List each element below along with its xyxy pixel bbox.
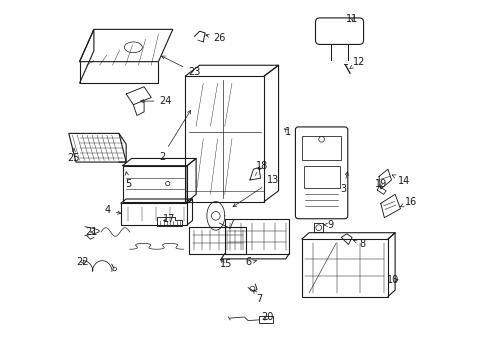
FancyBboxPatch shape — [315, 18, 363, 44]
Text: 23: 23 — [161, 56, 200, 77]
Bar — [188, 226, 246, 253]
Text: 6: 6 — [244, 257, 256, 267]
Text: 21: 21 — [84, 227, 97, 237]
Text: 9: 9 — [324, 220, 333, 230]
Text: 10: 10 — [386, 275, 399, 285]
Text: 12: 12 — [349, 57, 365, 68]
Bar — [301, 136, 341, 160]
Text: 5: 5 — [124, 172, 131, 189]
Bar — [301, 239, 387, 297]
Text: 11: 11 — [345, 14, 358, 24]
Bar — [224, 220, 289, 253]
Text: 18: 18 — [255, 161, 267, 171]
Bar — [122, 166, 187, 202]
Text: 16: 16 — [399, 197, 417, 207]
Text: 7: 7 — [253, 290, 262, 304]
Text: 22: 22 — [76, 257, 88, 267]
Text: 1: 1 — [284, 127, 290, 136]
Text: 15: 15 — [220, 259, 232, 269]
Text: 20: 20 — [261, 312, 273, 322]
Bar — [303, 166, 339, 188]
Text: 19: 19 — [374, 179, 386, 189]
Polygon shape — [69, 134, 126, 162]
Text: 3: 3 — [339, 172, 347, 194]
Text: 2: 2 — [159, 111, 190, 162]
Text: 14: 14 — [391, 175, 409, 186]
Text: 17: 17 — [163, 215, 175, 224]
Text: 4: 4 — [104, 206, 121, 216]
Text: 25: 25 — [67, 148, 79, 163]
Text: 24: 24 — [140, 96, 171, 106]
Bar — [121, 203, 187, 225]
Text: 26: 26 — [205, 33, 225, 43]
Text: 8: 8 — [353, 239, 365, 249]
Bar — [258, 316, 273, 323]
FancyBboxPatch shape — [295, 127, 347, 219]
Text: 13: 13 — [233, 175, 279, 207]
